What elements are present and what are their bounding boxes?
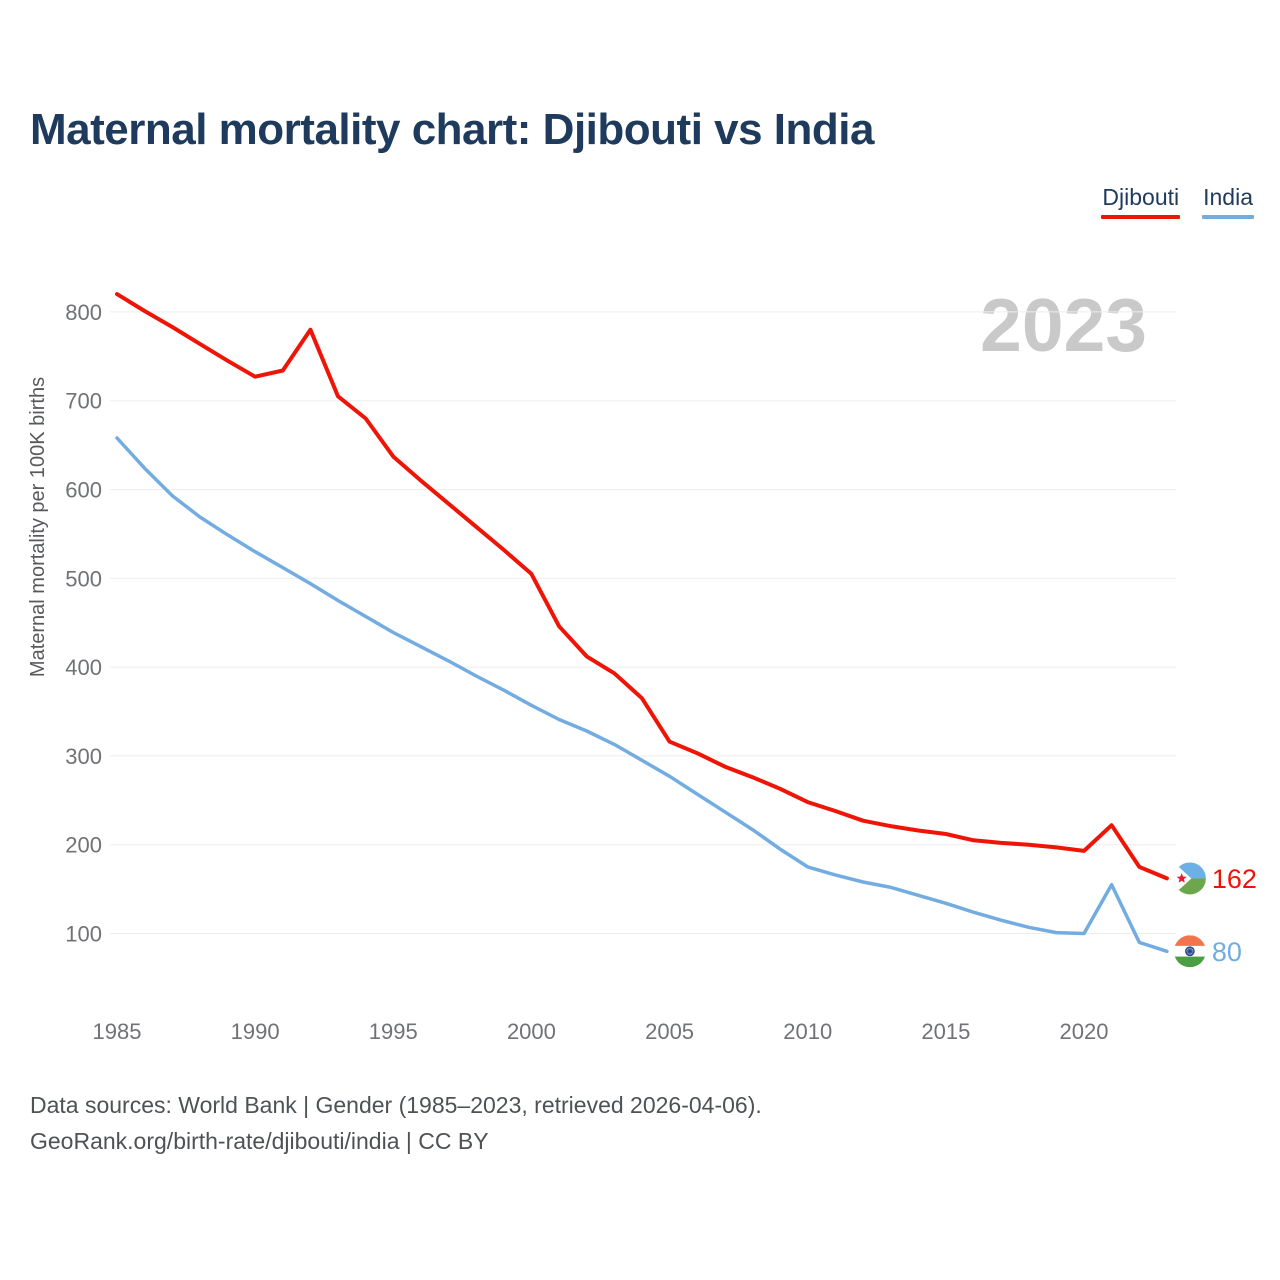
x-tick-label: 1985	[93, 1019, 142, 1044]
y-tick-label: 700	[65, 389, 102, 414]
x-tick-label: 2015	[921, 1019, 970, 1044]
y-tick-label: 200	[65, 833, 102, 858]
end-value-label-india: 80	[1212, 937, 1242, 967]
footer-sources-line: Data sources: World Bank | Gender (1985–…	[30, 1092, 762, 1118]
legend-item-djibouti[interactable]: Djibouti	[1101, 184, 1181, 219]
y-tick-label: 300	[65, 744, 102, 769]
series-line-india	[115, 436, 1169, 954]
legend-underline-djibouti	[1101, 215, 1181, 219]
djibouti-flag-icon	[1173, 862, 1206, 895]
y-tick-label: 100	[65, 922, 102, 947]
y-axis-title: Maternal mortality per 100K births	[27, 377, 49, 677]
x-tick-label: 1990	[231, 1019, 280, 1044]
legend-underline-india	[1202, 215, 1254, 219]
legend: Djibouti India	[1101, 184, 1254, 219]
india-flag-icon	[1173, 935, 1206, 968]
footer: Data sources: World Bank | Gender (1985–…	[30, 1087, 762, 1159]
y-tick-label: 800	[65, 300, 102, 325]
x-tick-label: 2000	[507, 1019, 556, 1044]
series-line-djibouti	[115, 292, 1169, 881]
x-tick-label: 1995	[369, 1019, 418, 1044]
x-tick-label: 2020	[1060, 1019, 1109, 1044]
y-tick-label: 600	[65, 478, 102, 503]
x-tick-label: 2005	[645, 1019, 694, 1044]
legend-label-djibouti: Djibouti	[1102, 184, 1180, 210]
legend-label-india: India	[1203, 184, 1253, 210]
end-value-label-djibouti: 162	[1212, 864, 1257, 894]
x-axis-ticks: 1985 1990 1995 2000 2005 2010 2015 2020	[93, 1019, 1109, 1044]
x-tick-label: 2010	[783, 1019, 832, 1044]
y-tick-label: 500	[65, 566, 102, 591]
y-axis-ticks: 100 200 300 400 500 600 700 800	[65, 300, 102, 947]
footer-attribution-line: GeoRank.org/birth-rate/djibouti/india | …	[30, 1128, 489, 1154]
watermark-year: 2023	[980, 283, 1147, 367]
page-title: Maternal mortality chart: Djibouti vs In…	[30, 105, 874, 154]
grid	[110, 311, 1176, 934]
y-tick-label: 400	[65, 655, 102, 680]
legend-item-india[interactable]: India	[1202, 184, 1254, 219]
